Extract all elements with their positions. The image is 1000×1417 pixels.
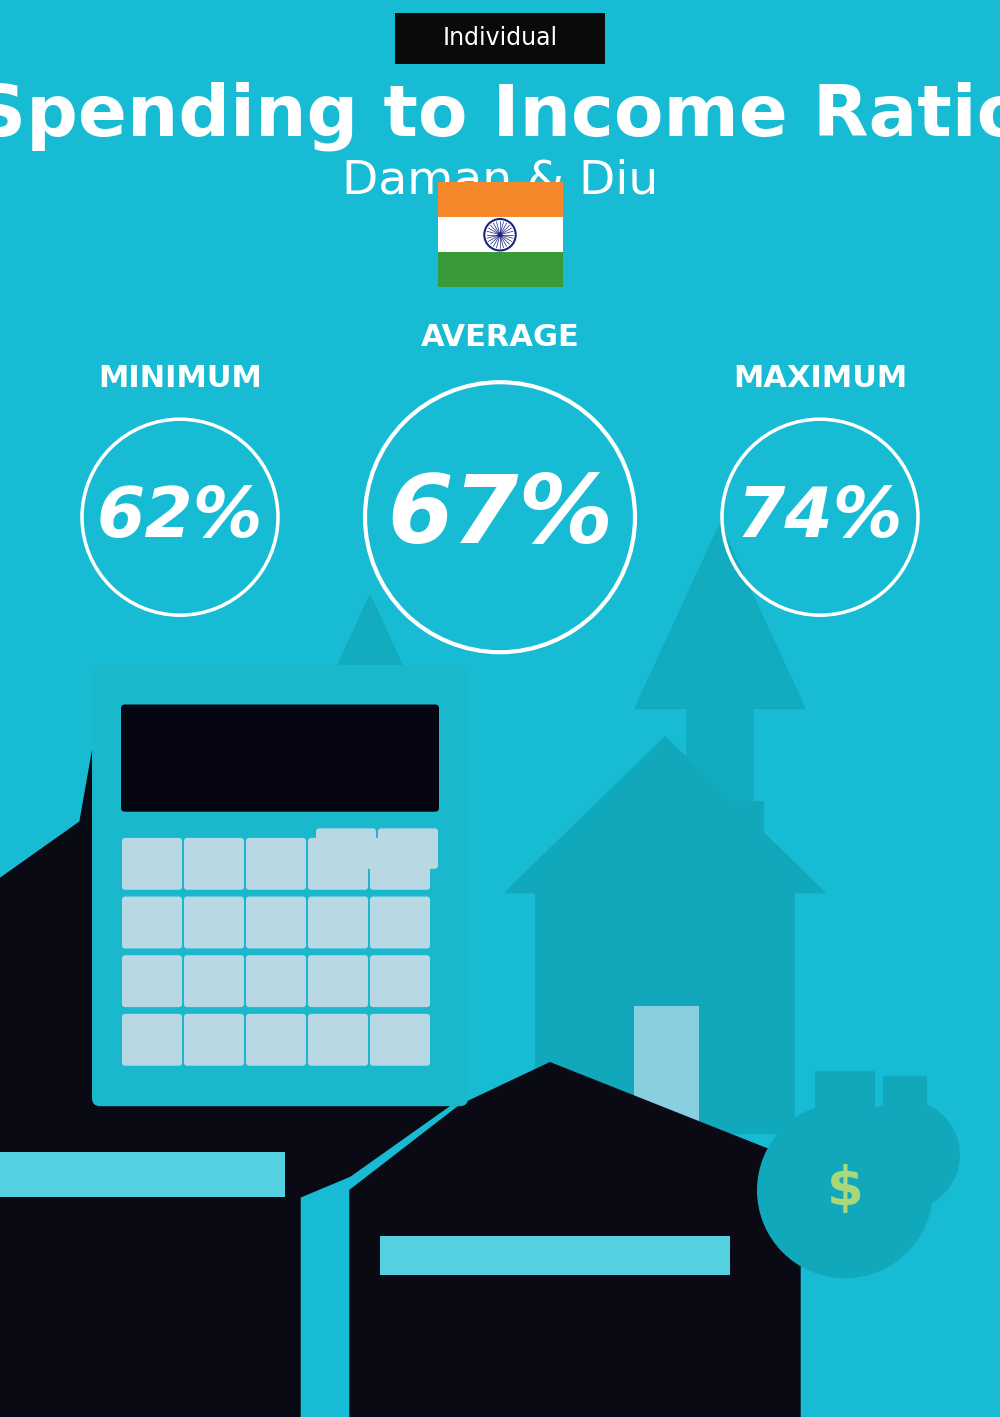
Polygon shape bbox=[0, 680, 460, 1098]
FancyBboxPatch shape bbox=[380, 1236, 730, 1275]
FancyBboxPatch shape bbox=[370, 897, 430, 948]
FancyBboxPatch shape bbox=[370, 1013, 430, 1066]
FancyBboxPatch shape bbox=[610, 1189, 800, 1209]
FancyBboxPatch shape bbox=[121, 704, 439, 812]
FancyBboxPatch shape bbox=[308, 897, 368, 948]
Text: 62%: 62% bbox=[97, 483, 263, 551]
Text: Individual: Individual bbox=[442, 27, 558, 50]
FancyBboxPatch shape bbox=[535, 893, 795, 1134]
FancyBboxPatch shape bbox=[246, 955, 306, 1007]
FancyBboxPatch shape bbox=[122, 837, 182, 890]
FancyBboxPatch shape bbox=[0, 1152, 285, 1197]
FancyBboxPatch shape bbox=[316, 829, 376, 869]
FancyBboxPatch shape bbox=[395, 13, 605, 64]
FancyBboxPatch shape bbox=[184, 955, 244, 1007]
Text: Daman & Diu: Daman & Diu bbox=[342, 159, 658, 204]
Text: MINIMUM: MINIMUM bbox=[98, 364, 262, 393]
FancyBboxPatch shape bbox=[246, 897, 306, 948]
Text: Spending to Income Ratio: Spending to Income Ratio bbox=[0, 81, 1000, 152]
Text: $: $ bbox=[894, 1141, 916, 1169]
FancyBboxPatch shape bbox=[610, 1291, 800, 1311]
FancyBboxPatch shape bbox=[246, 837, 306, 890]
FancyBboxPatch shape bbox=[184, 897, 244, 948]
Circle shape bbox=[757, 1102, 933, 1278]
FancyBboxPatch shape bbox=[246, 1013, 306, 1066]
FancyBboxPatch shape bbox=[308, 837, 368, 890]
FancyBboxPatch shape bbox=[438, 252, 562, 288]
Text: MAXIMUM: MAXIMUM bbox=[733, 364, 907, 393]
FancyBboxPatch shape bbox=[184, 1013, 244, 1066]
FancyBboxPatch shape bbox=[184, 837, 244, 890]
FancyBboxPatch shape bbox=[610, 1240, 800, 1260]
FancyBboxPatch shape bbox=[610, 1214, 800, 1234]
FancyBboxPatch shape bbox=[438, 217, 562, 252]
Polygon shape bbox=[0, 964, 460, 1289]
FancyBboxPatch shape bbox=[308, 1013, 368, 1066]
Polygon shape bbox=[0, 907, 300, 1417]
Text: 67%: 67% bbox=[387, 472, 613, 563]
FancyBboxPatch shape bbox=[634, 1006, 699, 1134]
FancyBboxPatch shape bbox=[610, 1265, 800, 1285]
FancyBboxPatch shape bbox=[722, 801, 764, 907]
FancyBboxPatch shape bbox=[122, 1013, 182, 1066]
Polygon shape bbox=[350, 1063, 800, 1417]
FancyBboxPatch shape bbox=[378, 829, 438, 869]
Circle shape bbox=[850, 1100, 960, 1210]
Polygon shape bbox=[305, 595, 435, 907]
FancyBboxPatch shape bbox=[370, 955, 430, 1007]
FancyBboxPatch shape bbox=[308, 955, 368, 1007]
FancyBboxPatch shape bbox=[370, 837, 430, 890]
Polygon shape bbox=[635, 524, 805, 928]
Text: AVERAGE: AVERAGE bbox=[421, 323, 579, 351]
Circle shape bbox=[498, 232, 502, 237]
FancyBboxPatch shape bbox=[883, 1076, 927, 1107]
FancyBboxPatch shape bbox=[438, 183, 562, 217]
FancyBboxPatch shape bbox=[122, 897, 182, 948]
FancyBboxPatch shape bbox=[815, 1071, 875, 1114]
FancyBboxPatch shape bbox=[122, 955, 182, 1007]
Text: 74%: 74% bbox=[737, 483, 903, 551]
FancyBboxPatch shape bbox=[92, 665, 468, 1107]
Polygon shape bbox=[505, 737, 825, 893]
Text: $: $ bbox=[827, 1165, 863, 1216]
